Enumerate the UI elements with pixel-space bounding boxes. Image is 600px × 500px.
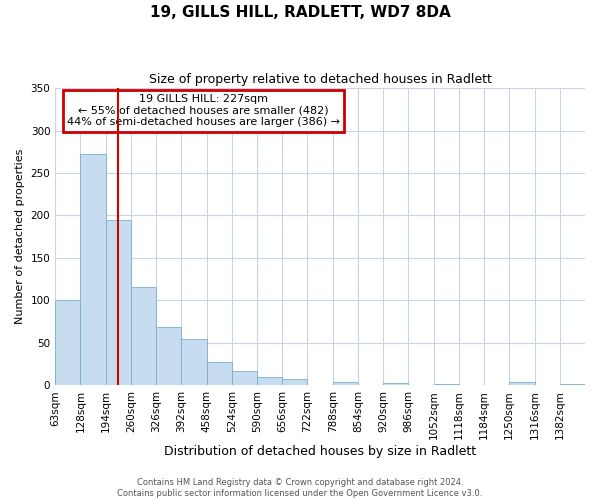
Y-axis label: Number of detached properties: Number of detached properties [15, 149, 25, 324]
Bar [206, 362, 232, 386]
Bar [232, 371, 257, 386]
Bar [257, 377, 282, 386]
Bar [106, 220, 131, 386]
Bar [332, 382, 358, 386]
Bar [55, 300, 80, 386]
Text: Contains HM Land Registry data © Crown copyright and database right 2024.
Contai: Contains HM Land Registry data © Crown c… [118, 478, 482, 498]
Bar [131, 287, 156, 386]
Text: 19, GILLS HILL, RADLETT, WD7 8DA: 19, GILLS HILL, RADLETT, WD7 8DA [149, 5, 451, 20]
Bar [383, 383, 409, 386]
Bar [560, 384, 585, 386]
Bar [509, 382, 535, 386]
X-axis label: Distribution of detached houses by size in Radlett: Distribution of detached houses by size … [164, 444, 476, 458]
Bar [156, 326, 181, 386]
Text: 19 GILLS HILL: 227sqm
← 55% of detached houses are smaller (482)
44% of semi-det: 19 GILLS HILL: 227sqm ← 55% of detached … [67, 94, 340, 127]
Bar [282, 378, 307, 386]
Bar [434, 384, 459, 386]
Bar [80, 154, 106, 386]
Title: Size of property relative to detached houses in Radlett: Size of property relative to detached ho… [149, 72, 491, 86]
Bar [181, 340, 206, 386]
